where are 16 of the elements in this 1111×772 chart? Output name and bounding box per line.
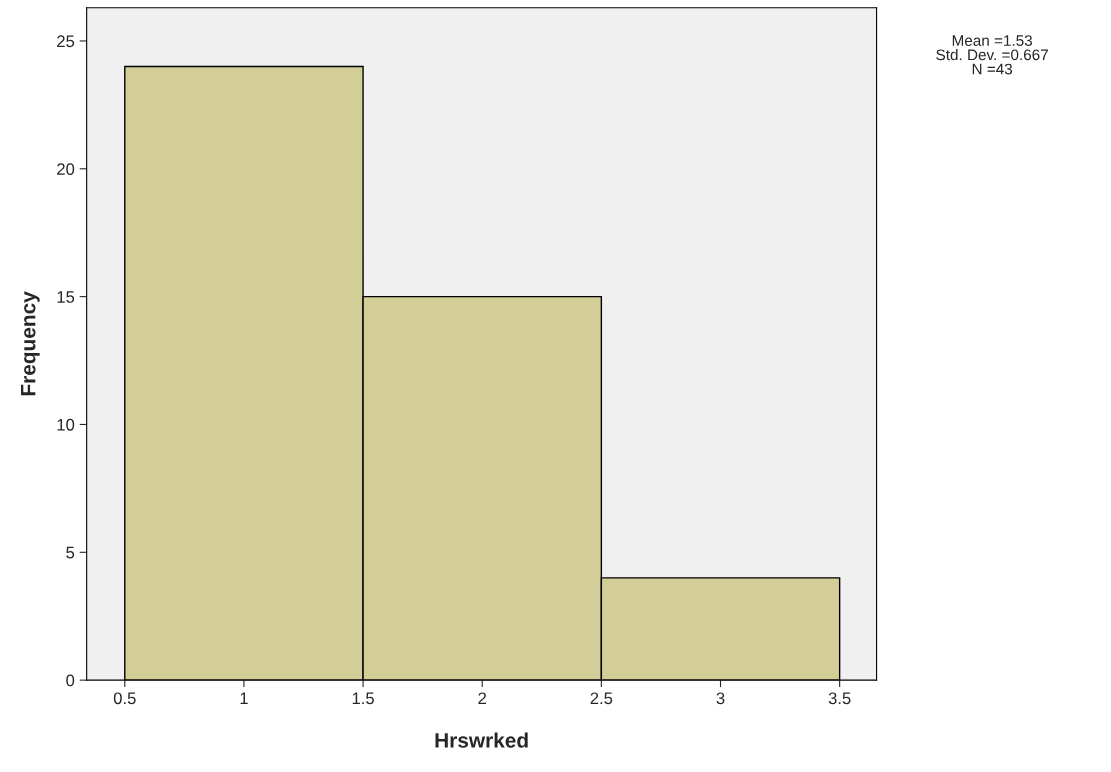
x-tick-label: 2	[478, 692, 487, 705]
y-tick-label: 25	[57, 35, 75, 48]
x-tick-label: 1	[240, 692, 248, 705]
x-tick-label: 1.5	[352, 692, 374, 705]
x-tick-label: 3	[716, 692, 725, 705]
x-tick-label: 3.5	[828, 692, 851, 705]
y-tick-label: 15	[57, 291, 75, 303]
y-tick-label: 20	[57, 163, 75, 175]
y-tick-label: 0	[66, 674, 75, 687]
x-tick-label: 0.5	[113, 692, 136, 705]
text: Mean =1.53 Std. Dev. =0.667 N =43	[936, 35, 1048, 75]
y-tick-label: 5	[66, 546, 75, 559]
y-axis-title: Frequency	[20, 291, 40, 396]
y-tick-label: 10	[57, 418, 75, 431]
x-axis-title: Hrswrked	[435, 732, 528, 748]
x-tick-label: 2.5	[590, 692, 613, 705]
